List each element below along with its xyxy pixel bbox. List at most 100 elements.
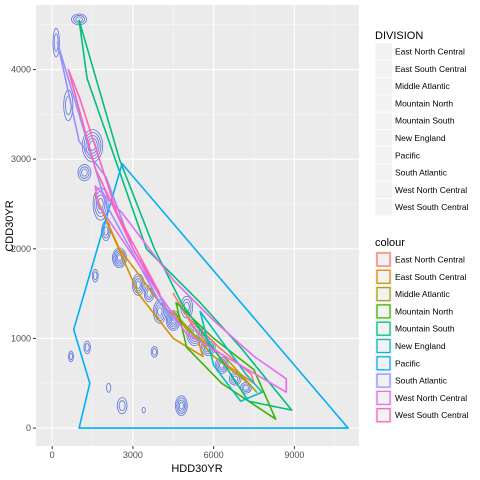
panel-background [36, 5, 359, 446]
legend-division-key [374, 60, 393, 78]
legend-colour-key [375, 372, 392, 390]
legend-colour-key [375, 354, 392, 372]
legend-colour-title: colour [375, 237, 405, 249]
legend-colour-swatch [376, 304, 391, 319]
legend-colour-label: Pacific [395, 358, 421, 368]
density-contour [152, 348, 157, 356]
axis-ticks: 0 3000 6000 9000 0 1000 2000 3000 4000 [11, 65, 304, 460]
hull-east-north-central [172, 292, 255, 385]
density-contour [175, 395, 188, 416]
hull-west-south-central [67, 68, 161, 295]
legend-division-label: South Atlantic [395, 168, 448, 178]
density-contour [135, 280, 141, 289]
legend-colour-swatch [376, 252, 391, 267]
legend-colour-key [375, 302, 392, 320]
legend-colour-swatch [376, 356, 391, 371]
legend-colour-swatch [376, 373, 391, 388]
legend-colour-label: Middle Atlantic [395, 289, 451, 299]
legend-colour-label: West North Central [395, 393, 467, 403]
x-tick-label: 3000 [123, 450, 143, 460]
legend-division-key [374, 94, 393, 113]
hull-east-south-central [94, 194, 204, 358]
legend-division-key [374, 129, 393, 147]
legend-colour-key [375, 268, 392, 286]
legend-colour-label: New England [395, 341, 446, 351]
legend-division: DIVISION East North Central East South Ce… [374, 30, 469, 216]
density-contour [177, 399, 186, 412]
legend-division-label: Pacific [395, 150, 421, 160]
legend-colour-swatch [376, 408, 391, 423]
hull-middle-atlantic [172, 310, 258, 394]
x-tick-label: 0 [50, 450, 55, 460]
density-contour [77, 164, 92, 182]
hull-pacific [72, 162, 350, 429]
density-contour [170, 317, 176, 324]
legend-division-label: West South Central [395, 202, 469, 212]
density-contour [79, 166, 90, 179]
y-tick-label: 2000 [11, 244, 31, 254]
legend-division-key [374, 77, 393, 95]
legend-colour-label: Mountain North [395, 306, 453, 316]
legend-division-title: DIVISION [375, 30, 423, 42]
y-tick-label: 3000 [11, 154, 31, 164]
legend-colour-key [375, 320, 392, 338]
x-tick-label: 6000 [204, 450, 224, 460]
legend-colour-swatch [376, 338, 391, 354]
legend-division-label: New England [395, 133, 446, 143]
density-contour [243, 384, 249, 391]
legend-division-label: East South Central [395, 64, 466, 74]
legend-division-key [374, 146, 393, 165]
density-contour [141, 407, 146, 414]
division-hulls [56, 19, 350, 429]
legend-division-label: Mountain North [395, 98, 453, 108]
legend-colour-label: East South Central [395, 272, 466, 282]
density-contour [103, 226, 109, 236]
legend-colour-key [375, 389, 392, 407]
legend-division-label: Middle Atlantic [395, 81, 451, 91]
legend-colour-label: Mountain South [395, 324, 455, 334]
density-contour [176, 397, 187, 414]
legend-colour-label: East North Central [395, 255, 465, 265]
legend-division-key [374, 111, 393, 130]
hull-mountain-north [175, 301, 277, 420]
legend-colour-label: South Atlantic [395, 376, 448, 386]
legend-colour-key [375, 406, 392, 424]
density-contour [200, 338, 216, 356]
density-contour [83, 340, 91, 355]
density-contour [84, 343, 90, 352]
legend-colour-key [375, 251, 392, 268]
legend-division-key [374, 181, 393, 199]
legend-division-label: East North Central [395, 47, 465, 57]
y-tick-label: 1000 [11, 333, 31, 343]
density-contour [157, 307, 163, 317]
legend-division-label: Mountain South [395, 116, 455, 126]
legend-division-label: West North Central [395, 185, 467, 195]
x-tick-label: 9000 [284, 450, 304, 460]
density-contour [81, 168, 88, 177]
density-contour [241, 383, 251, 393]
y-tick-label: 0 [26, 423, 31, 433]
hull-mountain-south [78, 19, 293, 411]
legend-colour-key [375, 285, 392, 303]
y-axis-title: CDD30YR [4, 200, 16, 251]
density-contour [117, 254, 122, 261]
density-contour [118, 400, 126, 412]
hull-south-atlantic [56, 41, 175, 322]
density-contour [230, 373, 240, 384]
legend-colour-swatch [376, 269, 391, 284]
legend-colour: colour East North Central East South Cent… [375, 237, 469, 424]
x-axis-title: HDD30YR [171, 463, 222, 475]
density-contour [155, 304, 164, 319]
legend-colour-label: West South Central [395, 410, 469, 420]
legend-division-key [374, 198, 393, 216]
y-tick-label: 4000 [11, 65, 31, 75]
density-contour [92, 271, 98, 280]
density-contour [178, 401, 184, 410]
hull-west-north-central [94, 185, 288, 394]
density-contour [52, 27, 60, 58]
density-contour [150, 346, 159, 358]
legend-colour-swatch [376, 390, 391, 406]
density-contour [95, 194, 106, 214]
legend-colour-swatch [376, 321, 391, 336]
